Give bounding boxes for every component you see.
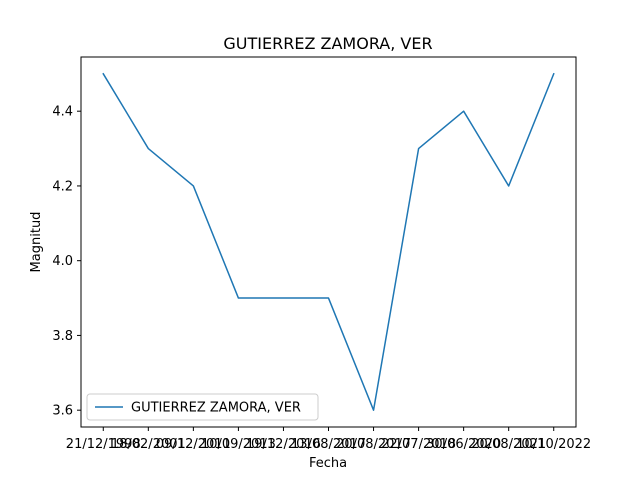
y-tick-label: 3.6 [52, 404, 73, 419]
y-tick-label: 4.4 [52, 105, 73, 120]
series-line-0 [102, 72, 555, 411]
x-tick-label: 19/12/2016 [246, 437, 321, 452]
y-tick-label: 4.2 [52, 179, 73, 194]
x-tick-label: 10/09/2013 [201, 437, 276, 452]
x-tick-label: 22/07/2018 [381, 437, 456, 452]
x-tick-label: 09/12/2011 [156, 437, 231, 452]
chart-title: GUTIERREZ ZAMORA, VER [223, 34, 432, 53]
x-tick-label: 30/06/2020 [426, 437, 501, 452]
x-axis-ticks: 21/12/199818/02/200109/12/201110/09/2013… [66, 427, 591, 452]
x-tick-label: 18/02/2001 [111, 437, 186, 452]
y-tick-label: 3.8 [52, 329, 73, 344]
x-tick-label: 10/10/2022 [516, 437, 591, 452]
x-axis-label: Fecha [309, 456, 347, 471]
plot-frame [80, 56, 577, 428]
legend: GUTIERREZ ZAMORA, VER [86, 393, 319, 421]
y-tick-label: 4.0 [52, 254, 73, 269]
legend-box [86, 393, 319, 421]
x-tick-label: 20/08/2021 [471, 437, 546, 452]
legend-label: GUTIERREZ ZAMORA, VER [131, 401, 301, 416]
x-tick-label: 21/12/1998 [66, 437, 141, 452]
x-tick-label: 13/08/2017 [291, 437, 366, 452]
y-axis-ticks: 3.6 3.8 4.0 4.2 4.4 [52, 105, 81, 419]
y-axis-label: Magnitud [29, 212, 44, 273]
series-layer [102, 72, 555, 411]
x-tick-label: 20/08/2017 [336, 437, 411, 452]
